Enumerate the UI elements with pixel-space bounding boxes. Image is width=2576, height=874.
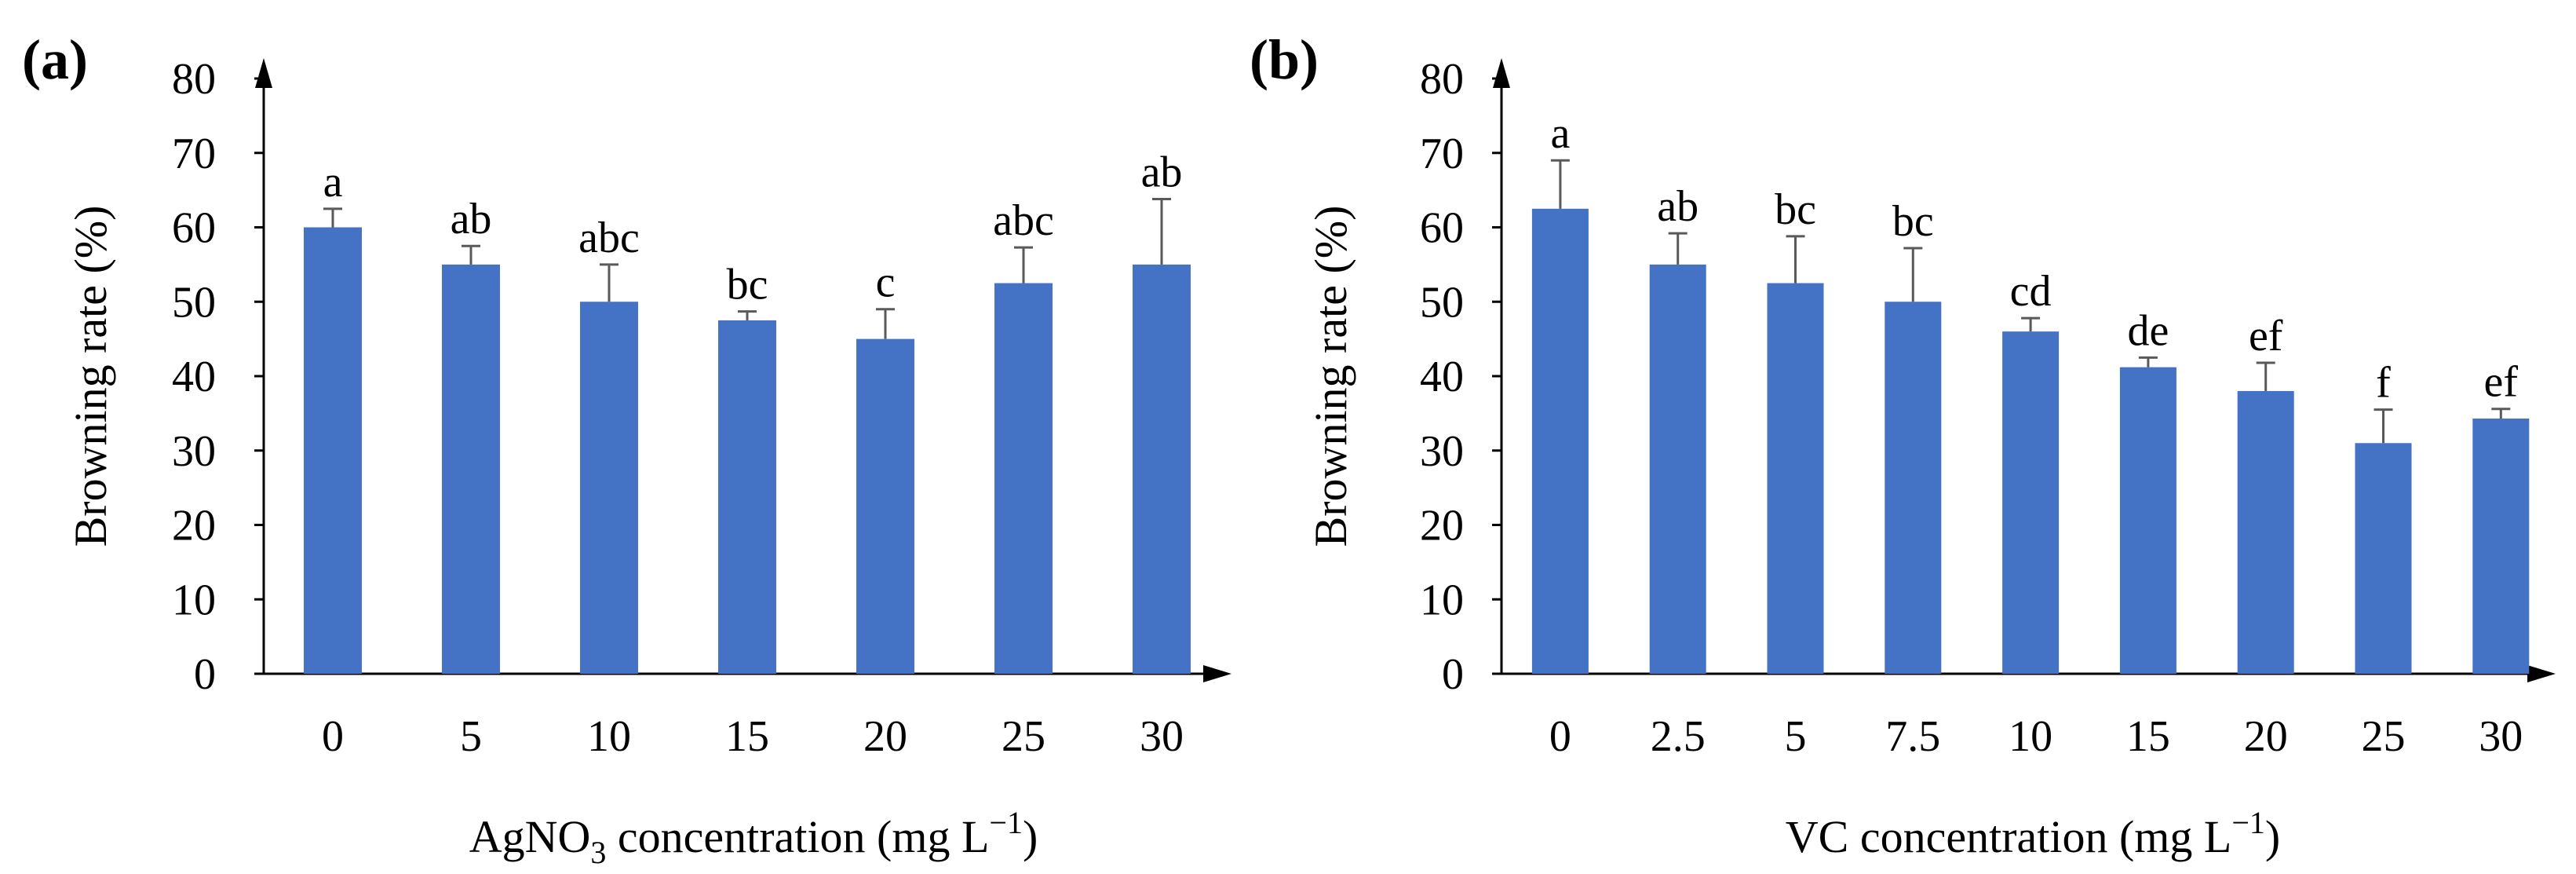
y-tick-label: 30	[172, 427, 216, 476]
significance-label: ef	[2484, 358, 2519, 407]
bar	[442, 264, 500, 674]
significance-label: bc	[1892, 197, 1934, 246]
x-tick-label: 7.5	[1885, 712, 1940, 761]
significance-label: bc	[727, 261, 768, 309]
significance-label: cd	[2010, 267, 2052, 316]
y-axis-arrow-icon	[1493, 58, 1510, 88]
bar	[1767, 283, 1824, 674]
bar	[856, 338, 914, 674]
x-tick-label: 30	[1140, 712, 1184, 761]
y-tick-label: 0	[194, 650, 216, 699]
significance-label: c	[876, 258, 896, 307]
y-tick-label: 50	[172, 278, 216, 327]
x-tick-label: 5	[460, 712, 482, 761]
x-axis-arrow-icon	[2527, 665, 2556, 682]
y-axis-title: Browning rate (%)	[1305, 206, 1356, 547]
x-axis-title-superscript: −1	[2231, 805, 2265, 840]
y-axis-arrow-icon	[255, 58, 272, 88]
y-tick-label: 10	[1420, 576, 1464, 624]
bar	[1885, 302, 1942, 674]
x-tick-label: 15	[725, 712, 769, 761]
x-tick-label: 2.5	[1651, 712, 1706, 761]
x-tick-label: 0	[322, 712, 344, 761]
x-tick-label: 10	[587, 712, 631, 761]
x-tick-label: 20	[863, 712, 907, 761]
x-axis-title-subscript: 3	[590, 835, 606, 870]
bar	[2472, 419, 2530, 674]
y-tick-label: 30	[1420, 427, 1464, 476]
x-tick-label: 15	[2126, 712, 2170, 761]
bar	[2119, 367, 2176, 674]
y-tick-label: 60	[1420, 204, 1464, 253]
significance-label: ab	[1657, 182, 1698, 231]
bar	[2237, 390, 2294, 674]
x-axis-title-end: )	[1023, 811, 1038, 862]
significance-label: a	[323, 158, 343, 207]
panel-label: (a)	[22, 28, 88, 91]
x-tick-label: 0	[1549, 712, 1571, 761]
y-tick-label: 50	[1420, 278, 1464, 327]
x-axis-title-suffix: concentration (mg L	[606, 811, 989, 862]
x-tick-label: 25	[1002, 712, 1045, 761]
y-tick-label: 60	[172, 204, 216, 253]
y-tick-label: 40	[172, 353, 216, 401]
bar	[994, 283, 1053, 674]
x-axis-title-superscript: −1	[989, 805, 1023, 840]
significance-label: de	[2127, 306, 2169, 355]
bar	[718, 320, 776, 674]
x-tick-label: 5	[1785, 712, 1807, 761]
significance-label: f	[2376, 359, 2391, 408]
significance-label: abc	[993, 196, 1054, 245]
x-axis-title: AgNO3 concentration (mg L−1)	[469, 805, 1038, 870]
y-tick-label: 40	[1420, 353, 1464, 401]
x-tick-label: 10	[2009, 712, 2052, 761]
y-tick-label: 80	[172, 55, 216, 104]
bar	[2002, 331, 2060, 674]
x-tick-label: 30	[2479, 712, 2523, 761]
significance-label: ab	[1141, 148, 1183, 196]
y-tick-label: 0	[1442, 650, 1464, 699]
x-tick-label: 25	[2362, 712, 2406, 761]
significance-label: ab	[451, 195, 492, 243]
x-axis-title-end: )	[2265, 811, 2280, 862]
panel-label: (b)	[1250, 28, 1319, 91]
y-tick-label: 80	[1420, 55, 1464, 104]
x-axis-arrow-icon	[1203, 665, 1231, 682]
x-axis-title-suffix: concentration (mg L	[1848, 811, 2231, 862]
significance-label: bc	[1775, 185, 1816, 234]
bar	[580, 302, 638, 674]
y-tick-label: 70	[1420, 130, 1464, 178]
bar	[304, 227, 362, 674]
bar	[2355, 443, 2412, 674]
significance-label: ef	[2249, 312, 2283, 360]
y-axis-title: Browning rate (%)	[65, 206, 116, 547]
x-axis-title-prefix: VC	[1786, 811, 1849, 862]
x-axis-title: VC concentration (mg L−1)	[1786, 805, 2280, 862]
y-tick-label: 70	[172, 130, 216, 178]
y-tick-label: 20	[172, 502, 216, 550]
y-tick-label: 20	[1420, 502, 1464, 550]
bar	[1531, 208, 1589, 674]
bar	[1133, 264, 1191, 674]
y-tick-label: 10	[172, 576, 216, 624]
significance-label: a	[1550, 109, 1570, 158]
x-tick-label: 20	[2244, 712, 2288, 761]
significance-label: abc	[578, 214, 640, 262]
x-axis-title-prefix: AgNO	[469, 811, 591, 862]
bar	[1649, 264, 1706, 674]
